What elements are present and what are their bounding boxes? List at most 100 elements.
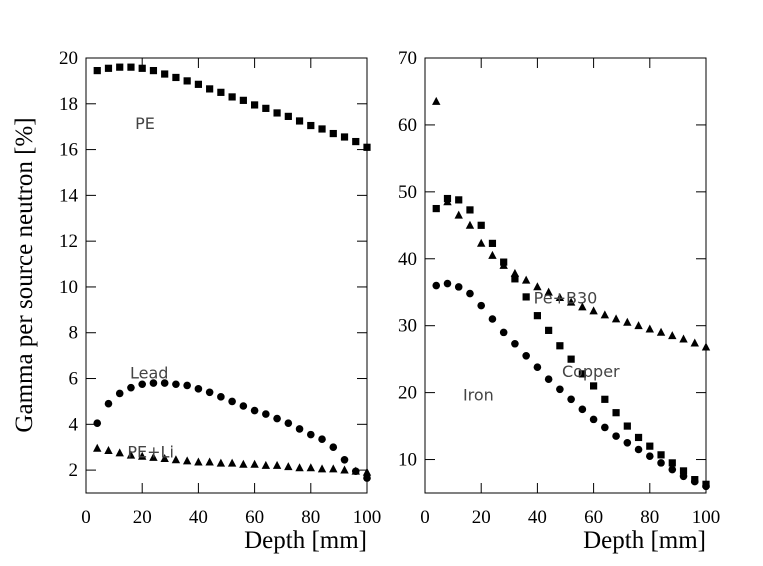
pe-data-point bbox=[329, 129, 337, 138]
iron-data-point bbox=[544, 375, 553, 384]
pe-b30-data-point bbox=[668, 331, 677, 340]
pe-data-point bbox=[363, 143, 371, 151]
pe-li-data-point bbox=[317, 464, 327, 473]
pe-li-data-point bbox=[284, 462, 293, 471]
pe-b30-data-point bbox=[679, 334, 688, 343]
lead-data-point bbox=[262, 410, 270, 418]
right-x-axis-title: Depth [mm] bbox=[583, 527, 706, 554]
iron-data-point bbox=[601, 423, 609, 432]
lead-data-point bbox=[318, 435, 326, 443]
copper-data-point bbox=[567, 355, 575, 363]
copper-data-point bbox=[500, 258, 508, 266]
pe-li-data-point bbox=[261, 460, 271, 469]
pe-data-point bbox=[93, 66, 101, 75]
right-x-tick-label: 100 bbox=[692, 507, 721, 528]
lead-data-point bbox=[172, 380, 180, 389]
pe-data-point bbox=[262, 104, 270, 112]
left-plot-frame bbox=[85, 57, 368, 494]
right-x-tick-label: 20 bbox=[472, 507, 491, 528]
copper-series-label: Copper bbox=[562, 362, 620, 381]
left-y-tick-label: 2 bbox=[69, 460, 79, 481]
pe-li-data-point bbox=[272, 460, 282, 469]
pe-data-point bbox=[116, 63, 124, 71]
copper-data-point bbox=[578, 370, 586, 378]
pe-data-point bbox=[206, 85, 214, 93]
left-y-tick-label: 12 bbox=[59, 231, 78, 252]
copper-data-point bbox=[623, 422, 631, 430]
pe-data-point bbox=[284, 112, 292, 120]
iron-data-point bbox=[702, 482, 710, 491]
pe-li-data-point bbox=[149, 452, 158, 461]
copper-data-point bbox=[657, 451, 665, 459]
iron-series-label: Iron bbox=[463, 386, 494, 405]
iron-data-point bbox=[522, 352, 530, 360]
pe-data-point bbox=[239, 96, 247, 104]
pe-data-point bbox=[183, 77, 191, 85]
copper-data-point bbox=[545, 326, 553, 334]
iron-data-point bbox=[556, 385, 564, 394]
lead-series-label: Lead bbox=[130, 364, 168, 383]
pe-b30-data-point bbox=[465, 220, 475, 229]
pe-li-data-point bbox=[351, 466, 360, 475]
lead-data-point bbox=[127, 383, 135, 392]
lead-data-point bbox=[115, 389, 124, 398]
iron-data-point bbox=[578, 405, 587, 414]
pe-data-point bbox=[340, 133, 349, 141]
pe-b30-data-point bbox=[555, 292, 565, 301]
copper-data-point bbox=[511, 275, 519, 283]
left-panel: 0 20 40 60 80 100 2 4 6 8 10 12 14 16 18 20 PE Lead PE+Li… bbox=[59, 48, 381, 554]
pe-li-data-point bbox=[182, 456, 192, 465]
lead-data-point bbox=[194, 385, 203, 393]
lead-data-point bbox=[217, 393, 225, 401]
pe-li-data-point bbox=[160, 454, 169, 463]
copper-data-point bbox=[488, 239, 497, 247]
pe-data-point bbox=[228, 93, 236, 101]
left-y-tick-label: 8 bbox=[69, 323, 79, 344]
left-y-tick-label: 4 bbox=[69, 414, 79, 435]
pe-li-data-point bbox=[138, 451, 147, 460]
copper-data-point bbox=[601, 395, 609, 403]
iron-data-point bbox=[533, 363, 542, 371]
copper-data-point bbox=[466, 206, 474, 214]
pe-li-data-point bbox=[205, 457, 214, 466]
pe-data-point bbox=[318, 125, 326, 133]
left-x-tick-label: 60 bbox=[245, 507, 264, 528]
pe-b30-data-point bbox=[623, 317, 632, 326]
right-y-tick-label: 40 bbox=[398, 249, 417, 270]
pe-li-data-point bbox=[295, 463, 304, 472]
right-x-tick-label: 0 bbox=[420, 507, 430, 528]
left-series-labels: PE Lead PE+Li bbox=[127, 114, 174, 462]
left-y-tick-label: 10 bbox=[59, 277, 78, 298]
lead-data-point bbox=[307, 430, 315, 439]
pe-li-data-point bbox=[362, 467, 372, 476]
right-panel: 0 20 40 60 80 100 10 20 30 40 50 60 70 Pe+B30 Copper I… bbox=[398, 48, 720, 554]
pe-b30-data-point bbox=[454, 210, 463, 219]
lead-data-point bbox=[93, 419, 102, 427]
pe-b30-data-point bbox=[432, 96, 441, 105]
pe-data-point bbox=[307, 121, 315, 130]
pe-b30-data-point bbox=[611, 314, 621, 323]
pe-li-data-point bbox=[194, 457, 203, 466]
left-y-tick-label: 18 bbox=[59, 94, 78, 115]
right-y-tick-label: 60 bbox=[398, 115, 417, 136]
right-axis-ticks: 0 20 40 60 80 100 10 20 30 40 50 60 70 bbox=[398, 48, 720, 528]
copper-data-point bbox=[432, 204, 440, 213]
pe-data-point bbox=[251, 101, 259, 109]
pe-b30-data-point bbox=[477, 238, 486, 247]
left-axis-ticks: 0 20 40 60 80 100 2 4 6 8 10 12 14 16 18 20 bbox=[59, 48, 381, 528]
pe-data-point bbox=[217, 88, 225, 96]
copper-data-point bbox=[590, 382, 598, 390]
right-y-tick-label: 70 bbox=[398, 48, 417, 69]
copper-data-point bbox=[646, 442, 654, 450]
copper-data-point bbox=[668, 459, 676, 467]
pe-data-point bbox=[127, 63, 135, 71]
pe-b30-data-point bbox=[566, 297, 576, 306]
iron-data-point bbox=[646, 452, 654, 460]
pe-li-data-point bbox=[227, 458, 237, 467]
pe-b30-series-label: Pe+B30 bbox=[534, 289, 598, 308]
lead-data-point bbox=[160, 379, 169, 387]
copper-data-point bbox=[455, 196, 463, 204]
pe-li-data-point bbox=[93, 443, 102, 452]
pe-data-point bbox=[104, 64, 113, 72]
